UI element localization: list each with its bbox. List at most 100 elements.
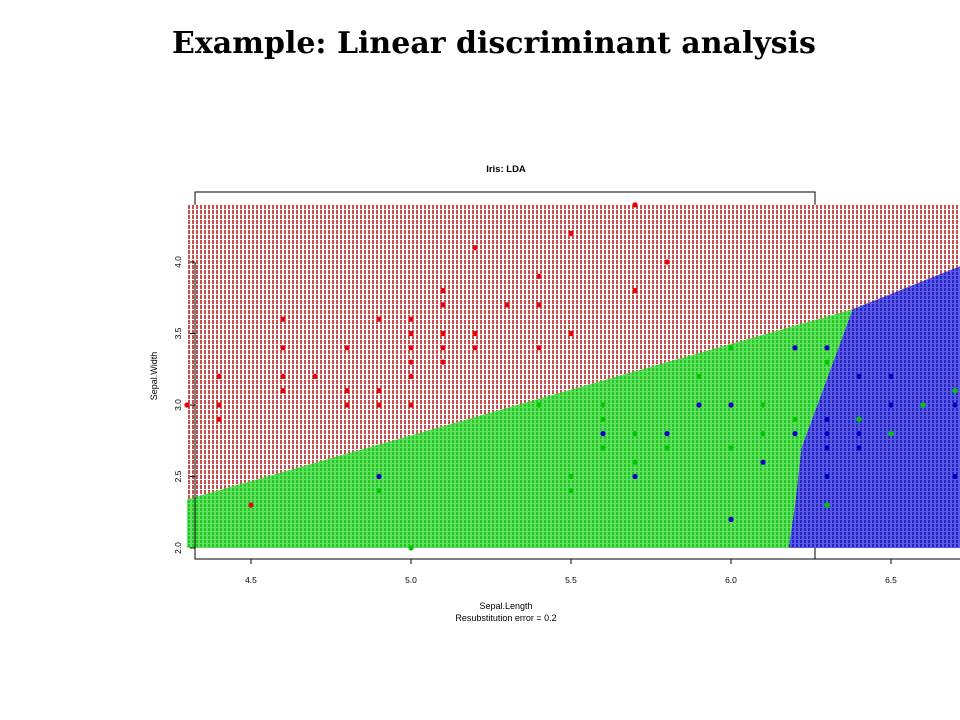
point-virginica-23 [664,431,670,437]
point-setosa-13 [472,330,478,337]
point-setosa-25 [216,373,222,379]
point-versicolor-25 [536,402,542,408]
point-setosa-12 [408,316,414,322]
point-virginica-14 [952,402,958,408]
point-setosa-38 [248,502,254,508]
point-versicolor-3 [824,502,830,508]
x-tick-label: 4.5 [245,575,257,585]
point-versicolor-24 [792,416,798,422]
point-setosa-36 [408,402,414,408]
slide-title: Example: Linear discriminant analysis [172,26,816,61]
point-virginica-4 [824,345,830,351]
point-setosa-20 [440,345,446,351]
y-axis: 2.0 2.5 3.0 3.5 4.0 [173,256,196,554]
point-setosa-26 [280,373,286,379]
point-virginica-27 [824,445,830,451]
x-axis-label: Sepal.Length [479,601,532,611]
point-versicolor-9 [888,431,894,437]
point-virginica-25 [792,431,798,437]
point-virginica-20 [856,431,862,437]
point-setosa-23 [408,359,414,365]
point-setosa-27 [312,373,318,379]
point-versicolor-12 [600,416,606,422]
point-virginica-35 [824,473,830,480]
point-setosa-34 [344,402,350,408]
point-setosa-10 [280,316,286,322]
point-setosa-32 [184,402,190,408]
point-setosa-7 [440,302,446,308]
y-tick-label: 3.5 [173,327,183,339]
point-setosa-14 [408,330,414,337]
point-setosa-6 [440,288,446,294]
point-versicolor-6 [600,445,606,451]
point-setosa-19 [408,345,414,351]
y-tick-label: 2.5 [173,470,183,482]
point-virginica-24 [824,431,830,437]
x-tick-label: 6.5 [885,575,897,585]
point-virginica-29 [760,459,766,465]
point-setosa-15 [440,330,446,337]
point-virginica-34 [728,516,734,523]
point-setosa-33 [216,402,222,408]
point-versicolor-2 [408,545,414,551]
data-points [184,202,958,551]
region-virginica [788,266,960,548]
point-setosa-18 [344,345,350,351]
x-tick-label: 5.0 [405,575,417,585]
point-setosa-31 [376,388,382,394]
point-virginica-22 [600,431,606,437]
point-setosa-3 [664,259,670,265]
x-axis: 4.55.05.56.06.57.07.58.0 [245,558,960,585]
point-versicolor-4 [568,473,574,480]
point-versicolor-7 [728,445,734,451]
point-setosa-4 [536,273,542,279]
chart-title: Iris: LDA [486,164,526,175]
point-virginica-32 [376,473,382,480]
point-virginica-31 [952,473,958,480]
y-axis-label: Sepal.Width [149,352,159,401]
point-setosa-21 [536,345,542,351]
y-tick-label: 2.0 [173,542,183,554]
point-versicolor-21 [824,359,830,365]
x-tick-label: 5.5 [565,575,577,585]
point-versicolor-10 [760,431,766,437]
point-setosa-22 [472,345,478,351]
point-setosa-16 [568,330,574,337]
point-versicolor-13 [920,402,926,408]
region-versicolor [187,309,853,548]
point-setosa-1 [568,230,574,236]
point-setosa-11 [376,316,382,322]
point-versicolor-20 [696,373,702,379]
point-setosa-9 [504,302,510,308]
point-virginica-6 [888,373,894,379]
y-tick-label: 4.0 [173,256,183,268]
point-versicolor-1 [376,488,382,494]
point-setosa-28 [408,373,414,379]
point-virginica-3 [792,345,798,351]
point-versicolor-27 [632,459,638,465]
decision-regions [187,204,960,548]
point-setosa-35 [376,402,382,408]
point-virginica-15 [728,402,734,408]
x-tick-label: 6.0 [725,575,737,585]
chart-subtitle: Resubstitution error = 0.2 [455,613,556,623]
point-setosa-30 [344,388,350,394]
point-versicolor-22 [728,345,734,351]
point-setosa-2 [472,245,478,251]
point-setosa-17 [280,345,286,351]
point-virginica-33 [632,473,638,480]
point-virginica-18 [824,416,830,422]
point-setosa-8 [536,302,542,308]
point-setosa-29 [280,388,286,394]
point-versicolor-0 [568,488,574,494]
region-setosa [187,204,960,500]
point-setosa-37 [216,416,222,422]
point-setosa-5 [632,288,638,294]
point-versicolor-28 [760,402,766,408]
point-virginica-28 [856,445,862,451]
point-setosa-24 [440,359,446,365]
point-setosa-0 [632,202,638,208]
point-virginica-8 [856,373,862,379]
point-versicolor-14 [952,388,958,394]
